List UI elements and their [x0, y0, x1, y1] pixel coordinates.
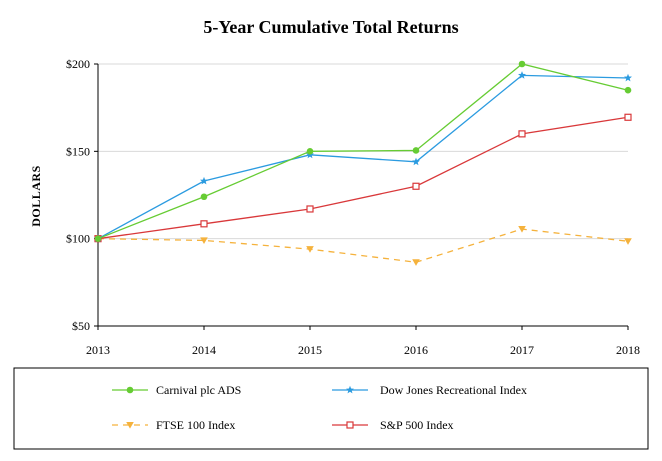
series-ftse-100-index [94, 226, 632, 266]
series-line [97, 228, 629, 263]
x-tick-label: 2017 [510, 343, 534, 357]
legend-label: FTSE 100 Index [156, 418, 235, 432]
legend-entry: FTSE 100 Index [112, 418, 235, 432]
legend-box [13, 367, 649, 450]
legend-swatch-marker [126, 422, 134, 429]
axes [94, 63, 629, 330]
x-tick-label: 2014 [192, 343, 216, 357]
data-point [624, 238, 632, 245]
x-tick-label: 2013 [86, 343, 110, 357]
data-point [412, 157, 420, 166]
series-line [97, 63, 629, 240]
y-tick-label: $200 [66, 57, 90, 71]
legend-swatch-marker [126, 386, 134, 394]
x-tick-label: 2015 [298, 343, 322, 357]
y-tick-label: $50 [72, 319, 90, 333]
series-line [97, 74, 629, 240]
x-tick-label: 2016 [404, 343, 428, 357]
data-point [518, 226, 526, 233]
data-point [200, 176, 208, 185]
legend: Carnival plc ADS Dow Jones Recreational I… [112, 383, 527, 432]
legend-entry: Carnival plc ADS [112, 383, 241, 397]
legend-label: Carnival plc ADS [156, 383, 241, 397]
legend-swatch-marker [346, 385, 354, 394]
y-tick-label: $100 [66, 232, 90, 246]
legend-entry: S&P 500 Index [332, 418, 454, 432]
series-dow-jones-recreational-index [94, 71, 632, 243]
data-point [412, 259, 420, 266]
data-point [518, 130, 526, 138]
series-s-p-500-index [94, 113, 632, 243]
data-point [624, 113, 632, 121]
data-point [306, 246, 314, 253]
data-point [412, 147, 420, 154]
series-line [97, 116, 629, 240]
data-point [518, 60, 526, 68]
x-tick-label: 2018 [616, 343, 640, 357]
data-point [94, 235, 102, 242]
series-carnival-plc-ads [94, 60, 632, 242]
x-tick-labels: 2013 2014 2015 2016 2017 2018 [86, 343, 640, 357]
legend-label: S&P 500 Index [380, 418, 454, 432]
legend-swatch-marker [346, 421, 354, 429]
data-point [624, 73, 632, 82]
data-point [200, 220, 208, 228]
data-point [200, 193, 208, 201]
y-axis-label: DOLLARS [29, 165, 43, 227]
data-point [624, 86, 632, 94]
data-point [306, 148, 314, 155]
data-point [518, 71, 526, 79]
y-tick-label: $150 [66, 144, 90, 158]
legend-label: Dow Jones Recreational Index [380, 383, 527, 397]
series-layer [94, 60, 632, 266]
chart-title: 5-Year Cumulative Total Returns [203, 17, 458, 37]
data-point [306, 205, 314, 213]
legend-entry: Dow Jones Recreational Index [332, 383, 527, 397]
data-point [412, 182, 420, 190]
data-point [200, 237, 208, 245]
y-tick-labels: $50 $100 $150 $200 [66, 57, 90, 333]
